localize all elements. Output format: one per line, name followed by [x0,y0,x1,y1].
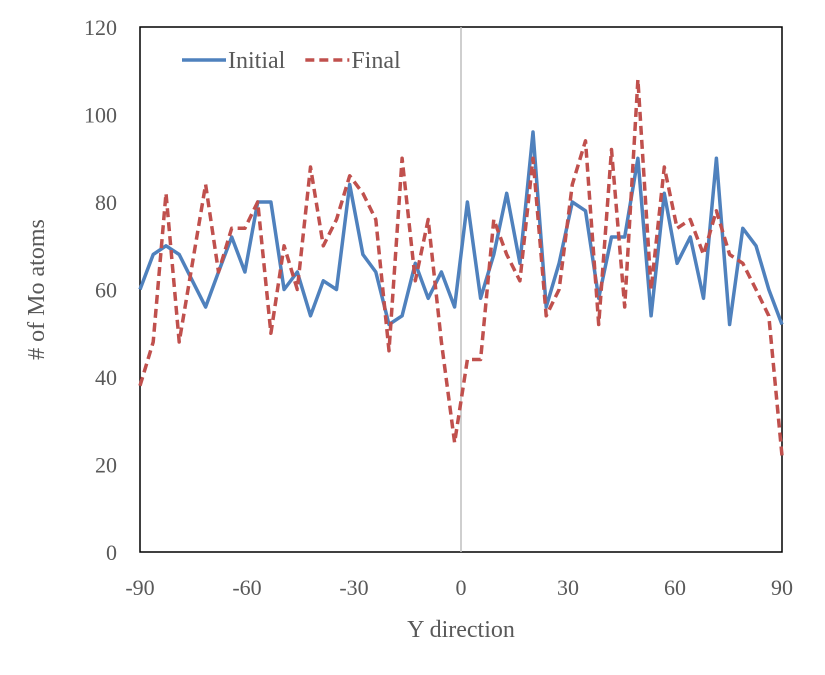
x-tick-label: -90 [125,575,154,600]
y-tick-label: 120 [84,15,117,40]
y-tick-label: 100 [84,103,117,128]
y-tick-label: 80 [95,190,117,215]
x-tick-label: -60 [232,575,261,600]
y-axis-title: # of Mo atoms [24,219,50,360]
series-line-initial [138,130,784,327]
y-tick-label: 20 [95,453,117,478]
legend: Initial Final [182,48,401,74]
series-line-final [138,77,784,456]
y-tick-labels: 0 20 40 60 80 100 120 [84,15,117,565]
y-tick-label: 0 [106,540,117,565]
x-tick-label: -30 [339,575,368,600]
x-tick-labels: -90 -60 -30 0 30 60 90 [125,575,793,600]
x-tick-label: 60 [664,575,686,600]
x-tick-label: 30 [557,575,579,600]
legend-label-initial: Initial [228,48,286,74]
x-tick-label: 90 [771,575,793,600]
x-tick-label: 0 [456,575,467,600]
y-tick-label: 60 [95,278,117,303]
x-axis-title: Y direction [407,617,515,643]
series-layer [138,77,784,456]
y-tick-label: 40 [95,365,117,390]
legend-label-final: Final [351,48,401,74]
